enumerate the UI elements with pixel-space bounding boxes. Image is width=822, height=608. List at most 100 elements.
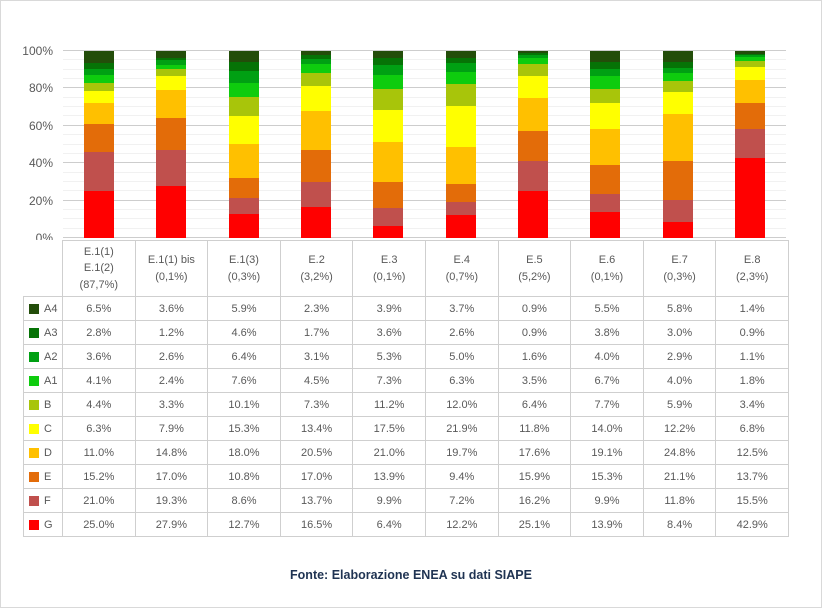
bar-segment-A3: [734, 53, 765, 56]
bar-segment-B: [373, 88, 404, 110]
value-cell-F-E3: 9.9%: [353, 489, 426, 513]
bar-segment-A2: [590, 68, 621, 77]
value-cell-E-E7: 21.1%: [643, 465, 717, 489]
value-cell-A3-E5: 0.9%: [498, 321, 572, 345]
value-cell-A4-E7: 5.8%: [643, 297, 717, 321]
column-header-line: (87,7%): [79, 278, 119, 291]
column-header-line: (5,2%): [518, 270, 551, 283]
bar-segment-B: [662, 80, 693, 92]
value-cell-A2-E1-3: 6.4%: [208, 345, 281, 369]
bar-segment-E: [517, 131, 548, 161]
bar-segment-B: [84, 83, 115, 92]
value-cell-A3-E4: 2.6%: [425, 321, 499, 345]
bar-segment-C: [228, 115, 259, 145]
bar-segment-E: [228, 178, 259, 199]
bar-segment-D: [301, 111, 332, 150]
minor-gridline: [63, 218, 786, 220]
column-header-line: (0,7%): [445, 270, 478, 283]
value-cell-D-E5: 17.6%: [498, 441, 572, 465]
value-cell-C-E3: 17.5%: [353, 417, 426, 441]
minor-gridline: [63, 78, 786, 80]
column-header-E1-1-bis: E.1(1) bis (0,1%): [135, 240, 209, 297]
stacked-bar-E1-1-E1-2: [84, 51, 115, 238]
value-cell-A4-E3: 3.9%: [353, 297, 426, 321]
value-cell-G-E1-3: 12.7%: [208, 513, 281, 537]
legend-label-G: G: [44, 518, 53, 531]
bar-segment-B: [445, 83, 476, 107]
legend-swatch-B: [29, 399, 39, 410]
bar-segment-A4: [662, 51, 693, 63]
legend-label-A2: A2: [44, 350, 58, 363]
value-cell-A2-E7: 2.9%: [643, 345, 717, 369]
legend-label-A4: A4: [44, 302, 58, 315]
legend-label-A1: A1: [44, 374, 58, 387]
value-cell-B-E3: 11.2%: [353, 393, 426, 417]
bar-segment-B: [590, 88, 621, 104]
bar-segment-B: [517, 64, 548, 77]
value-cell-C-E8: 6.8%: [716, 417, 789, 441]
value-cell-D-E4: 19.7%: [425, 441, 499, 465]
value-cell-A1-E2: 4.5%: [280, 369, 354, 393]
value-cell-E-E1-3: 10.8%: [208, 465, 281, 489]
legend-cell-A1: A1: [23, 369, 63, 393]
legend-swatch-A4: [29, 303, 39, 314]
minor-gridline: [63, 115, 786, 117]
column-header-line: E.2: [308, 254, 325, 266]
bar-segment-A1: [228, 82, 259, 97]
legend-cell-F: F: [23, 489, 63, 513]
value-cell-A1-E6: 6.7%: [571, 369, 644, 393]
y-axis-tick-label: 100%: [22, 44, 53, 58]
bar-segment-A3: [662, 62, 693, 68]
value-cell-A3-E7: 3.0%: [643, 321, 717, 345]
value-cell-A3-E3: 3.6%: [353, 321, 426, 345]
bar-segment-B: [156, 69, 187, 76]
value-cell-A2-E1-1-bis: 2.6%: [135, 345, 209, 369]
bar-segment-A3: [445, 58, 476, 63]
stacked-bar-E6: [590, 51, 621, 238]
column-header-E6: E.6 (0,1%): [571, 240, 644, 297]
value-cell-G-E1-1-E1-2: 25.0%: [63, 513, 136, 537]
stacked-bar-E3: [373, 51, 404, 238]
bar-segment-A1: [445, 72, 476, 84]
column-header-line: E.1(2): [83, 262, 114, 275]
bar-segment-A3: [301, 55, 332, 59]
bar-segment-F: [301, 181, 332, 208]
column-header-E2: E.2 (3,2%): [280, 240, 354, 297]
bar-segment-A2: [445, 62, 476, 73]
value-cell-C-E5: 11.8%: [498, 417, 572, 441]
bar-segment-D: [228, 144, 259, 178]
legend-label-D: D: [44, 446, 52, 459]
bar-segment-C: [590, 103, 621, 130]
column-header-line: E.5: [526, 254, 543, 266]
value-cell-C-E1-1-E1-2: 6.3%: [63, 417, 136, 441]
value-cell-B-E1-3: 10.1%: [208, 393, 281, 417]
value-cell-A1-E4: 6.3%: [425, 369, 499, 393]
value-cell-A3-E2: 1.7%: [280, 321, 354, 345]
bar-segment-A2: [84, 68, 115, 76]
value-cell-A1-E7: 4.0%: [643, 369, 717, 393]
bar-segment-C: [84, 91, 115, 103]
bar-segment-A3: [517, 52, 548, 55]
legend-label-A3: A3: [44, 326, 58, 339]
value-cell-F-E1-1-E1-2: 21.0%: [63, 489, 136, 513]
value-cell-A4-E1-3: 5.9%: [208, 297, 281, 321]
value-cell-F-E5: 16.2%: [498, 489, 572, 513]
bar-segment-A4: [156, 51, 187, 58]
value-cell-D-E3: 21.0%: [353, 441, 426, 465]
legend-cell-A2: A2: [23, 345, 63, 369]
value-cell-B-E1-1-E1-2: 4.4%: [63, 393, 136, 417]
legend-label-F: F: [44, 494, 51, 507]
source-note: Fonte: Elaborazione ENEA su dati SIAPE: [290, 568, 532, 582]
value-cell-A4-E1-1-bis: 3.6%: [135, 297, 209, 321]
stacked-bar-E2: [301, 51, 332, 238]
bar-segment-A1: [590, 76, 621, 89]
value-cell-A1-E3: 7.3%: [353, 369, 426, 393]
value-cell-A2-E8: 1.1%: [716, 345, 789, 369]
stacked-bar-E8: [734, 51, 765, 238]
stacked-bar-E4: [445, 51, 476, 238]
bar-segment-A2: [228, 70, 259, 83]
legend-cell-B: B: [23, 393, 63, 417]
value-cell-F-E1-1-bis: 19.3%: [135, 489, 209, 513]
bar-segment-F: [662, 200, 693, 223]
